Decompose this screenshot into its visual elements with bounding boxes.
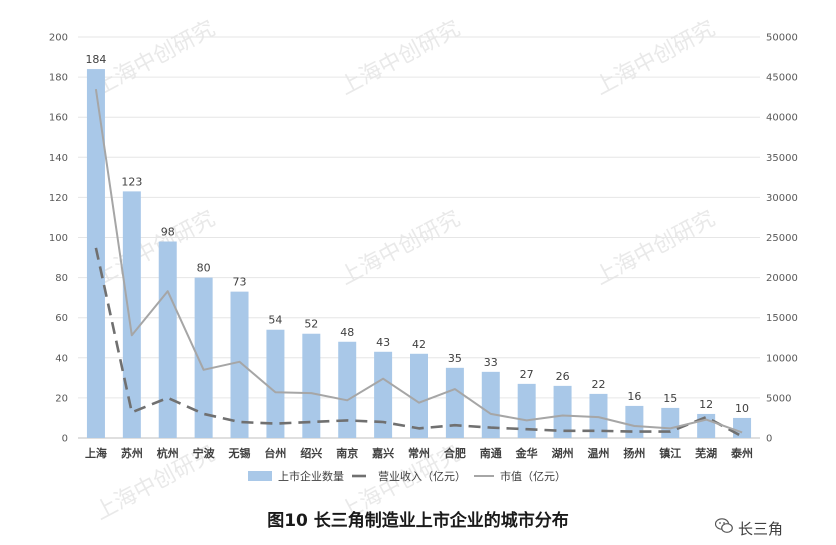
left-tick-label: 60 [55, 313, 68, 324]
wechat-icon [715, 518, 733, 533]
data-label: 54 [268, 314, 282, 327]
bar [374, 351, 393, 438]
left-tick-label: 120 [49, 193, 68, 204]
left-tick-label: 20 [55, 393, 68, 404]
bar [194, 277, 213, 438]
bar [338, 341, 357, 438]
bar [302, 333, 321, 438]
category-label: 绍兴 [300, 446, 322, 460]
right-tick-label: 20000 [766, 273, 798, 284]
data-label: 73 [233, 276, 247, 289]
bar [661, 407, 680, 438]
left-tick-label: 80 [55, 273, 68, 284]
category-label: 台州 [264, 446, 286, 460]
category-label: 杭州 [157, 446, 179, 460]
bars [86, 69, 752, 438]
category-label: 金华 [515, 446, 538, 460]
data-label: 33 [484, 356, 498, 369]
data-label: 123 [121, 175, 142, 188]
data-label: 98 [161, 226, 175, 239]
legend-swatch [248, 471, 272, 481]
right-tick-label: 30000 [766, 193, 798, 204]
data-label: 52 [304, 318, 318, 331]
category-label: 扬州 [623, 446, 645, 460]
right-tick-label: 40000 [766, 113, 798, 124]
bar [230, 291, 249, 438]
bar [553, 385, 572, 438]
category-label: 湖州 [552, 446, 574, 460]
series-lines [94, 88, 743, 438]
bar [625, 405, 644, 438]
category-label: 芜湖 [695, 446, 717, 460]
watermark-text: 上海中创研究 [336, 16, 464, 100]
left-axis: 0 20 40 60 80 100 120 140 160 180 200 [49, 33, 68, 445]
category-label: 苏州 [121, 446, 143, 460]
data-label: 184 [85, 53, 106, 66]
left-tick-label: 180 [49, 73, 68, 84]
bar [445, 367, 464, 438]
category-label: 泰州 [730, 446, 753, 460]
left-tick-label: 200 [49, 33, 68, 44]
legend-label: 营业收入（亿元） [378, 469, 466, 483]
category-label: 宁波 [193, 446, 216, 460]
left-tick-label: 140 [49, 153, 68, 164]
bar [697, 413, 716, 438]
data-label: 10 [735, 402, 749, 415]
right-tick-label: 45000 [766, 73, 798, 84]
data-label: 43 [376, 336, 390, 349]
x-axis: 上海 苏州 杭州 宁波 无锡 台州 绍兴 南京 嘉兴 常州 合肥 南通 金华 湖州 温州 扬州 镇江 芜湖 泰州 [85, 446, 753, 460]
left-tick-label: 160 [49, 113, 68, 124]
bar [266, 329, 285, 438]
series-line [94, 88, 743, 434]
watermark-text: 上海中创研究 [591, 16, 719, 100]
data-label: 42 [412, 338, 426, 351]
right-tick-label: 10000 [766, 353, 798, 364]
category-label: 嘉兴 [371, 446, 394, 460]
legend-label: 上市企业数量 [278, 469, 344, 483]
watermark-text: 上海中创研究 [91, 16, 219, 100]
right-tick-label: 15000 [766, 313, 798, 324]
category-label: 南通 [480, 446, 502, 460]
category-label: 常州 [408, 446, 430, 460]
category-label: 温州 [587, 446, 609, 460]
category-label: 镇江 [659, 446, 681, 460]
data-label: 22 [591, 378, 605, 391]
bar [517, 383, 536, 438]
right-tick-label: 50000 [766, 33, 798, 44]
bar [158, 241, 177, 438]
bar [733, 417, 752, 438]
chart-title: 图10 长三角制造业上市企业的城市分布 [267, 511, 569, 531]
brand-name: 长三角 [738, 520, 784, 538]
right-axis: 0 5000 10000 15000 20000 25000 30000 35000 40000… [766, 33, 798, 445]
data-label: 80 [197, 262, 211, 275]
legend: 上市企业数量 营业收入（亿元） 市值（亿元） [248, 469, 566, 483]
right-tick-label: 0 [766, 434, 772, 445]
data-labels: 184 123 98 80 73 54 52 48 43 42 35 33 27 26 22 16 15 12 10 [85, 53, 749, 415]
right-tick-label: 5000 [766, 393, 791, 404]
data-label: 27 [520, 368, 534, 381]
data-label: 26 [556, 370, 570, 383]
legend-label: 市值（亿元） [500, 469, 566, 483]
series-line [94, 247, 743, 438]
left-tick-label: 40 [55, 353, 68, 364]
category-label: 南京 [336, 446, 358, 460]
right-tick-label: 25000 [766, 233, 798, 244]
bar [122, 191, 141, 438]
data-label: 48 [340, 326, 354, 339]
bar [589, 393, 608, 438]
bar [481, 371, 500, 438]
category-label: 上海 [85, 446, 107, 460]
data-label: 16 [627, 390, 641, 403]
left-tick-label: 0 [62, 434, 68, 445]
data-label: 15 [663, 392, 677, 405]
bar [410, 353, 428, 438]
right-tick-label: 35000 [766, 153, 798, 164]
left-tick-label: 100 [49, 233, 68, 244]
data-label: 12 [699, 398, 713, 411]
category-label: 合肥 [444, 446, 466, 460]
data-label: 35 [448, 352, 462, 365]
category-label: 无锡 [228, 446, 251, 460]
